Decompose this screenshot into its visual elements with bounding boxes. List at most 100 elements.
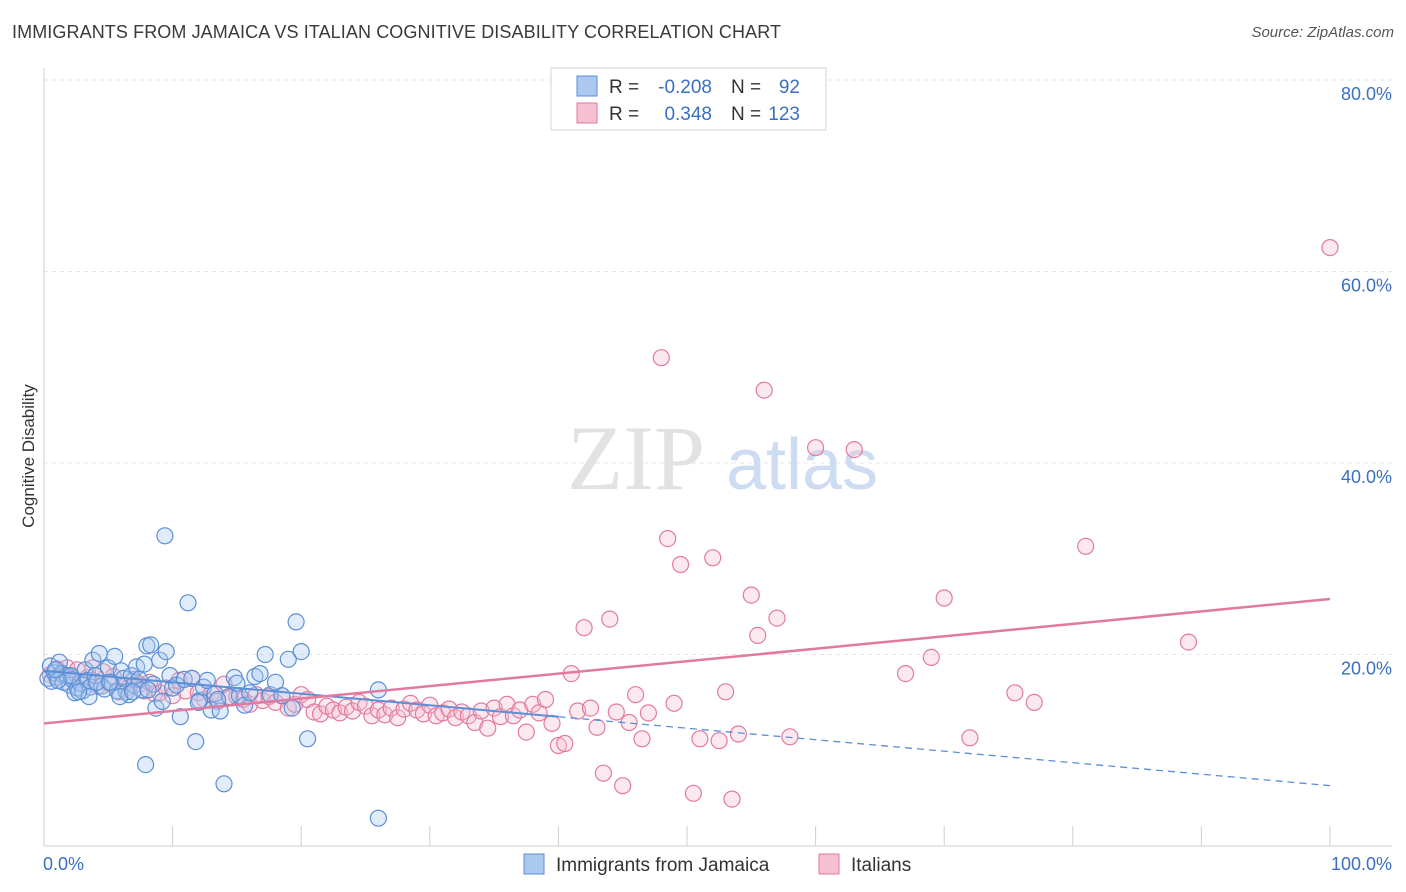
jamaica-point [151, 651, 169, 669]
jamaica-point [251, 664, 269, 683]
italians-point [1179, 633, 1198, 651]
italians-point [588, 718, 606, 736]
jamaica-point [137, 755, 155, 774]
italians-point [845, 441, 863, 459]
italians-point [633, 730, 651, 748]
italians-point [601, 610, 619, 628]
watermark: ZIP atlas [567, 407, 878, 509]
jamaica-trend-dashed [558, 716, 1331, 787]
x-tick-label: 100.0% [1331, 854, 1392, 874]
italians-trend [43, 597, 1331, 725]
legend-r-label-italians: R = [609, 104, 639, 125]
italians-point [1077, 537, 1095, 555]
jamaica-point [256, 645, 274, 664]
italians-point [922, 648, 940, 667]
legend-swatch-jamaica [576, 75, 598, 97]
jamaica-trend-solid [43, 669, 559, 718]
chart-title: IMMIGRANTS FROM JAMAICA VS ITALIAN COGNI… [12, 22, 782, 42]
italians-point [575, 619, 593, 637]
jamaica-point [62, 666, 80, 685]
italians-point [1321, 239, 1339, 257]
jamaica-point [90, 644, 108, 663]
jamaica-point [111, 687, 129, 706]
italians-point [639, 704, 658, 722]
legend-n-label-jamaica: N = [731, 77, 761, 98]
jamaica-point [80, 687, 98, 706]
legend-n-value-jamaica: 92 [779, 77, 800, 98]
italians-point [479, 719, 497, 737]
italians-point [376, 706, 394, 724]
y-tick-label: 40.0% [1341, 467, 1392, 487]
jamaica-point [279, 650, 297, 668]
italians-point [742, 586, 760, 604]
watermark-zip: ZIP [567, 407, 705, 509]
jamaica-point [283, 699, 301, 717]
y-tick-label: 80.0% [1341, 84, 1392, 104]
italians-point [716, 683, 735, 701]
points-layer [39, 239, 1339, 827]
italians-point [344, 702, 362, 720]
jamaica-point [299, 730, 317, 748]
jamaica-point [100, 673, 119, 691]
jamaica-point [187, 732, 205, 751]
italians-point [536, 690, 555, 709]
italians-point [389, 709, 407, 727]
italians-point [755, 381, 773, 399]
italians-point [652, 349, 670, 367]
italians-point [356, 697, 375, 715]
jamaica-point [88, 673, 106, 691]
bottom-legend-label-italians: Italians [851, 855, 911, 876]
italians-point [684, 784, 703, 802]
italians-point [935, 589, 953, 607]
jamaica-point [189, 693, 207, 712]
bottom-legend: Immigrants from Jamaica Italians [523, 853, 911, 876]
jamaica-point [292, 642, 310, 661]
italians-point [671, 555, 690, 574]
x-tick-label: 0.0% [43, 854, 84, 874]
legend-n-value-italians: 123 [768, 104, 800, 125]
italians-point [768, 609, 786, 627]
italians-point [524, 695, 542, 713]
jamaica-point [171, 708, 189, 726]
jamaica-point [135, 655, 153, 673]
legend-r-value-jamaica: -0.208 [658, 77, 712, 98]
italians-point [556, 734, 574, 753]
chart-source: Source: ZipAtlas.com [1251, 24, 1394, 41]
italians-point [395, 700, 413, 718]
top-legend: R = -0.208 N = 92 R = 0.348 N = 123 [550, 67, 827, 131]
jamaica-point [70, 683, 88, 701]
jamaica-point [215, 775, 233, 793]
legend-r-label-jamaica: R = [609, 77, 639, 98]
italians-point [363, 707, 381, 725]
italians-point [414, 705, 432, 723]
trend-layer [43, 597, 1331, 787]
italians-point [607, 703, 625, 721]
jamaica-point [179, 594, 197, 612]
jamaica-point [369, 809, 387, 827]
legend-swatch-italians [576, 102, 598, 124]
jamaica-point [156, 527, 174, 545]
italians-point [581, 699, 600, 717]
jamaica-point [142, 636, 160, 654]
italians-point [594, 764, 613, 782]
jamaica-point [139, 681, 157, 699]
italians-point [806, 439, 825, 457]
legend-r-value-italians: 0.348 [664, 104, 712, 125]
italians-point [729, 725, 748, 743]
italians-point [961, 729, 979, 747]
bottom-legend-swatch-italians [818, 853, 840, 875]
italians-point [723, 790, 741, 808]
watermark-atlas: atlas [726, 425, 878, 505]
italians-point [1006, 684, 1024, 702]
jamaica-point [106, 647, 124, 666]
italians-point [1025, 693, 1043, 712]
italians-point [665, 694, 683, 712]
italians-point [382, 699, 400, 717]
axes-layer: 20.0% 40.0% 60.0% 80.0% 0.0% 100.0% [43, 68, 1392, 874]
jamaica-point [287, 613, 305, 631]
italians-point [710, 732, 728, 750]
italians-point [896, 664, 915, 683]
y-axis-title: Cognitive Disability [19, 384, 38, 528]
italians-point [626, 686, 645, 704]
